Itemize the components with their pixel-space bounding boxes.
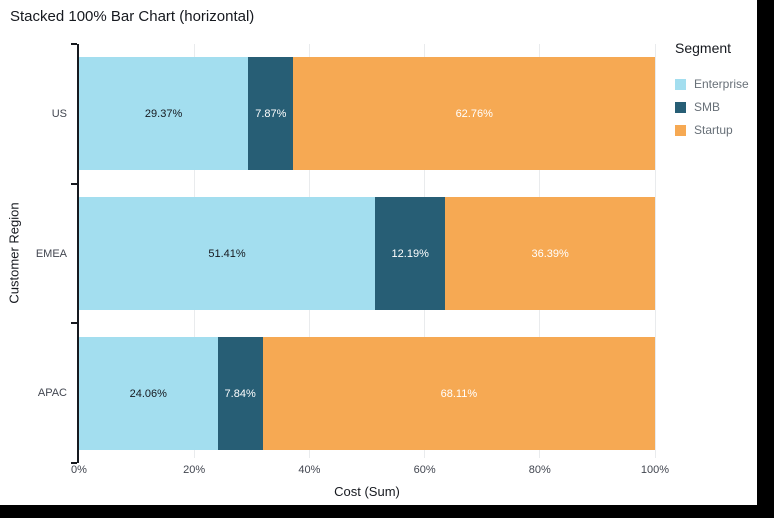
y-axis-tick xyxy=(71,43,77,45)
bar-segment-startup-apac[interactable]: 68.11% xyxy=(262,337,655,450)
x-tick-label-40: 40% xyxy=(298,464,321,476)
x-tick-label-60: 60% xyxy=(413,464,436,476)
legend: Segment Enterprise SMB Startup xyxy=(675,40,749,146)
y-axis-line xyxy=(77,44,79,463)
legend-swatch-icon xyxy=(675,78,686,90)
gridline-100 xyxy=(654,44,656,458)
legend-item-label: Enterprise xyxy=(694,77,749,91)
y-axis-tick xyxy=(71,322,77,324)
category-label-us: US xyxy=(51,108,67,120)
legend-swatch-icon xyxy=(675,124,686,136)
legend-item-enterprise[interactable]: Enterprise xyxy=(675,77,749,91)
bar-segment-enterprise-apac[interactable]: 24.06% xyxy=(79,337,218,450)
plot-area: 29.37% 7.87% 62.76% 51.41% 12.19% 36.39% 24.06… xyxy=(71,43,656,464)
x-tick-label-100: 100% xyxy=(640,464,670,476)
chart-panel: Stacked 100% Bar Chart (horizontal) 29.3… xyxy=(0,0,757,505)
bar-segment-smb-emea[interactable]: 12.19% xyxy=(375,197,446,310)
bar-segment-smb-apac[interactable]: 7.84% xyxy=(217,337,263,450)
x-tick-label-20: 20% xyxy=(183,464,206,476)
x-axis-title: Cost (Sum) xyxy=(334,484,400,499)
legend-items: Enterprise SMB Startup xyxy=(675,77,749,137)
bar-segment-enterprise-emea[interactable]: 51.41% xyxy=(79,197,376,310)
legend-item-smb[interactable]: SMB xyxy=(675,100,749,114)
legend-item-label: SMB xyxy=(694,100,721,114)
y-axis-title: Customer Region xyxy=(6,202,22,304)
bar-segment-startup-us[interactable]: 62.76% xyxy=(293,57,655,170)
x-tick-label-0: 0% xyxy=(71,464,87,476)
y-axis-tick xyxy=(71,462,77,464)
bar-row-apac: 24.06% 7.84% 68.11% xyxy=(79,337,655,450)
bar-segment-enterprise-us[interactable]: 29.37% xyxy=(79,57,249,170)
legend-swatch-icon xyxy=(675,101,686,113)
legend-title: Segment xyxy=(675,40,732,56)
bar-row-us: 29.37% 7.87% 62.76% xyxy=(79,57,655,170)
legend-item-startup[interactable]: Startup xyxy=(675,123,749,137)
bar-segment-smb-us[interactable]: 7.87% xyxy=(248,57,294,170)
bar-segment-startup-emea[interactable]: 36.39% xyxy=(445,197,655,310)
category-label-apac: APAC xyxy=(37,387,67,399)
category-label-emea: EMEA xyxy=(35,248,67,260)
legend-item-label: Startup xyxy=(694,123,733,137)
bar-row-emea: 51.41% 12.19% 36.39% xyxy=(79,197,655,310)
x-tick-label-80: 80% xyxy=(528,464,551,476)
chart-title: Stacked 100% Bar Chart (horizontal) xyxy=(10,8,255,25)
y-axis-tick xyxy=(71,183,77,185)
